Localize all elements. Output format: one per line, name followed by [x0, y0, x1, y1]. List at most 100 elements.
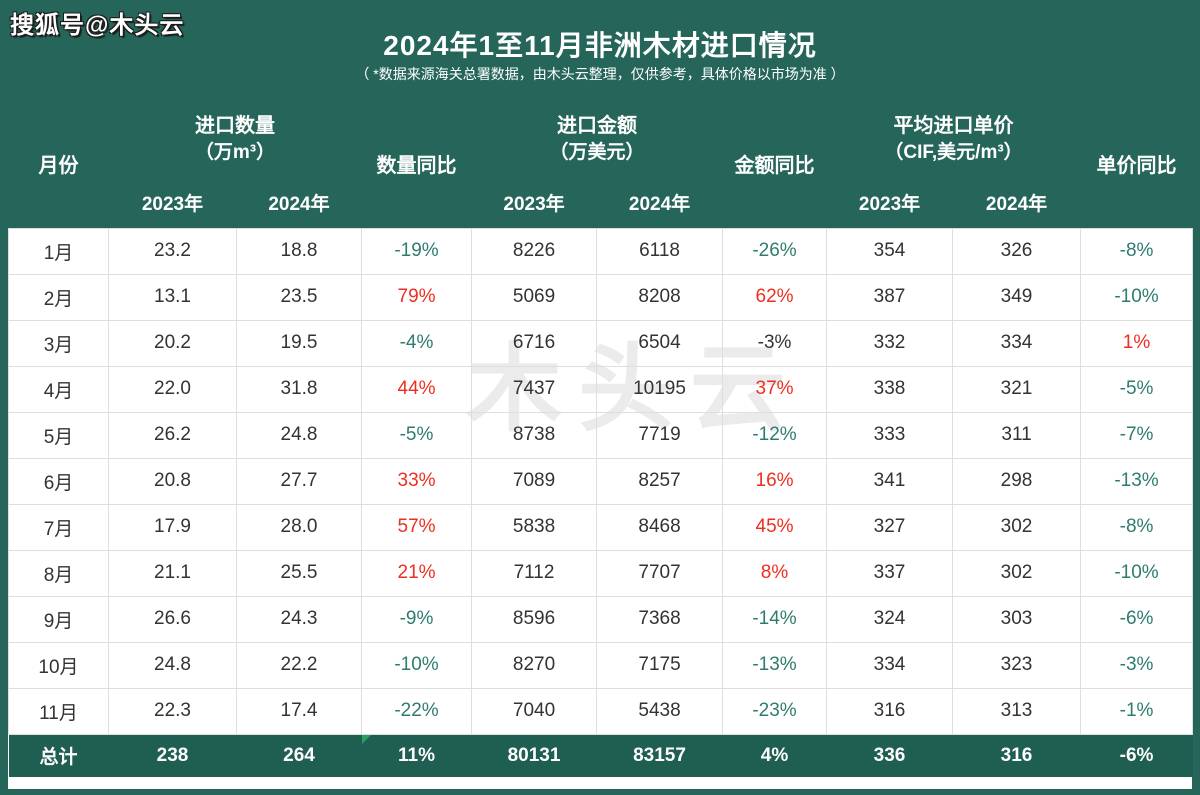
- amt-2024-cell: 7719: [596, 411, 724, 459]
- header-import-quantity-line1: 进口数量: [195, 114, 275, 137]
- qty-2024-cell: 25.5: [235, 549, 363, 597]
- month-cell: 7月: [8, 503, 109, 551]
- table-row: 3月 20.2 19.5 -4% 6716 6504 -3% 332 334 1%: [8, 319, 1194, 367]
- table-row: 9月 26.6 24.3 -9% 8596 7368 -14% 324 303 -6%: [8, 595, 1194, 643]
- qty-yoy-cell: -5%: [361, 411, 473, 459]
- amt-2023-cell: 8226: [471, 227, 598, 275]
- total-price-2023: 336: [826, 734, 953, 777]
- header-qty-2023: 2023年: [141, 194, 204, 216]
- amt-yoy-cell: -14%: [722, 595, 828, 643]
- price-2023-cell: 332: [826, 319, 954, 367]
- month-cell: 4月: [8, 365, 109, 413]
- amt-2023-cell: 5069: [471, 273, 598, 321]
- price-2023-cell: 354: [826, 227, 954, 275]
- price-2024-cell: 323: [952, 641, 1082, 689]
- price-yoy-cell: -3%: [1080, 641, 1194, 689]
- qty-yoy-cell: -9%: [361, 595, 473, 643]
- amt-2024-cell: 7368: [596, 595, 724, 643]
- price-yoy-cell: -8%: [1080, 227, 1194, 275]
- price-2024-cell: 302: [952, 503, 1082, 551]
- price-2024-cell: 311: [952, 411, 1082, 459]
- price-yoy-cell: -6%: [1080, 595, 1194, 643]
- header-import-quantity: 进口数量 （万m³）: [109, 100, 362, 178]
- qty-2024-cell: 24.3: [235, 595, 363, 643]
- amt-yoy-cell: 62%: [722, 273, 828, 321]
- amt-yoy-cell: -13%: [722, 641, 828, 689]
- table-row: 2月 13.1 23.5 79% 5069 8208 62% 387 349 -10%: [8, 273, 1194, 321]
- header-quantity-yoy: 数量同比: [376, 155, 457, 178]
- price-2024-cell: 321: [952, 365, 1082, 413]
- price-2023-cell: 387: [826, 273, 954, 321]
- qty-yoy-cell: 44%: [361, 365, 473, 413]
- header-price-2023: 2023年: [858, 194, 921, 216]
- header-import-amount: 进口金额 （万美元）: [472, 100, 723, 178]
- amt-2024-cell: 7175: [596, 641, 724, 689]
- total-qty-yoy: 11%: [361, 734, 472, 777]
- table-body: 1月 23.2 18.8 -19% 8226 6118 -26% 354 326 -8% 2月 13.…: [8, 227, 1194, 735]
- qty-2023-cell: 21.1: [108, 549, 237, 597]
- amt-yoy-cell: -3%: [722, 319, 828, 367]
- amt-2023-cell: 7112: [471, 549, 598, 597]
- total-amt-yoy: 4%: [722, 734, 827, 777]
- qty-2023-cell: 22.3: [108, 687, 237, 735]
- month-cell: 3月: [8, 319, 109, 367]
- month-cell: 2月: [8, 273, 109, 321]
- qty-2023-cell: 26.2: [108, 411, 237, 459]
- total-qty-2024: 264: [236, 734, 362, 777]
- amt-2023-cell: 8270: [471, 641, 598, 689]
- table-row: 11月 22.3 17.4 -22% 7040 5438 -23% 316 313 -1%: [8, 687, 1194, 735]
- qty-2023-cell: 24.8: [108, 641, 237, 689]
- amt-2023-cell: 8596: [471, 595, 598, 643]
- amt-yoy-cell: 45%: [722, 503, 828, 551]
- qty-2024-cell: 24.8: [235, 411, 363, 459]
- price-yoy-cell: 1%: [1080, 319, 1194, 367]
- table-row: 4月 22.0 31.8 44% 7437 10195 37% 338 321 -5%: [8, 365, 1194, 413]
- amt-yoy-cell: 37%: [722, 365, 828, 413]
- amt-2024-cell: 6118: [596, 227, 724, 275]
- amt-2024-cell: 5438: [596, 687, 724, 735]
- total-qty-2023: 238: [108, 734, 237, 777]
- amt-yoy-cell: 8%: [722, 549, 828, 597]
- price-2023-cell: 333: [826, 411, 954, 459]
- price-2024-cell: 313: [952, 687, 1082, 735]
- qty-2024-cell: 23.5: [235, 273, 363, 321]
- qty-yoy-cell: 57%: [361, 503, 473, 551]
- qty-2024-cell: 31.8: [235, 365, 363, 413]
- price-yoy-cell: -10%: [1080, 549, 1194, 597]
- month-cell: 10月: [8, 641, 109, 689]
- qty-2023-cell: 17.9: [108, 503, 237, 551]
- qty-yoy-cell: 21%: [361, 549, 473, 597]
- amt-yoy-cell: -12%: [722, 411, 828, 459]
- page-subtitle: （ *数据来源海关总署数据，由木头云整理，仅供参考，具体价格以市场为准 ）: [355, 66, 845, 82]
- month-cell: 9月: [8, 595, 109, 643]
- price-2024-cell: 298: [952, 457, 1082, 505]
- price-2023-cell: 334: [826, 641, 954, 689]
- month-cell: 5月: [8, 411, 109, 459]
- amt-2023-cell: 7437: [471, 365, 598, 413]
- amt-2024-cell: 8208: [596, 273, 724, 321]
- month-cell: 1月: [8, 227, 109, 275]
- header-avg-unit-price-line2: （CIF,美元/m³）: [884, 141, 1023, 163]
- header-amt-2023: 2023年: [503, 194, 565, 216]
- qty-yoy-cell: 33%: [361, 457, 473, 505]
- header-import-quantity-line2: （万m³）: [194, 141, 276, 163]
- price-yoy-cell: -8%: [1080, 503, 1194, 551]
- amt-yoy-cell: 16%: [722, 457, 828, 505]
- header-amount-yoy: 金额同比: [734, 155, 815, 178]
- amt-2024-cell: 10195: [596, 365, 724, 413]
- month-cell: 6月: [8, 457, 109, 505]
- qty-yoy-cell: -10%: [361, 641, 473, 689]
- page-title: 2024年1至11月非洲木材进口情况: [383, 30, 817, 61]
- price-2023-cell: 316: [826, 687, 954, 735]
- amt-2024-cell: 7707: [596, 549, 724, 597]
- month-cell: 11月: [8, 687, 109, 735]
- amt-2023-cell: 7089: [471, 457, 598, 505]
- amt-yoy-cell: -26%: [722, 227, 828, 275]
- total-price-yoy: -6%: [1080, 734, 1193, 777]
- price-yoy-cell: -5%: [1080, 365, 1194, 413]
- amt-2023-cell: 6716: [471, 319, 598, 367]
- amt-2023-cell: 7040: [471, 687, 598, 735]
- header-month: 月份: [38, 155, 79, 178]
- qty-2023-cell: 20.2: [108, 319, 237, 367]
- price-2023-cell: 337: [826, 549, 954, 597]
